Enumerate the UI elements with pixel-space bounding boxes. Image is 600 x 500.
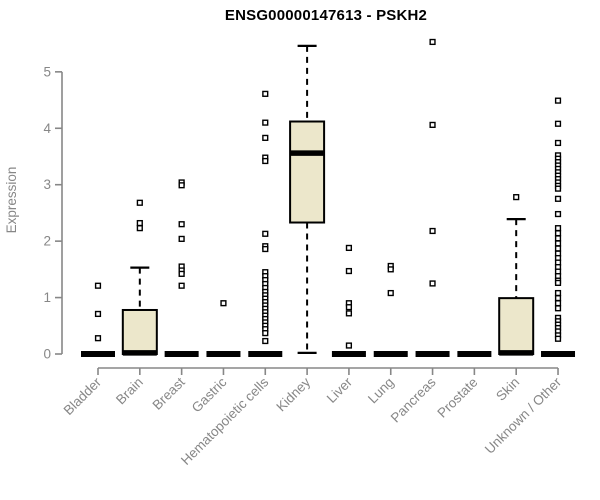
outlier-point — [345, 310, 353, 317]
median-line — [499, 350, 534, 356]
boxplot-prostate — [457, 351, 492, 357]
outlier-point — [178, 221, 185, 228]
outlier-point — [554, 300, 562, 307]
outlier-point — [387, 289, 394, 297]
x-tick-label: Liver — [324, 374, 356, 406]
median-line — [415, 351, 450, 357]
outlier-point — [429, 38, 436, 46]
outlier-point — [94, 282, 102, 289]
outlier-point — [429, 121, 436, 128]
outlier-point — [554, 225, 562, 232]
y-tick-label: 3 — [43, 177, 51, 192]
median-line — [248, 351, 283, 357]
y-tick-label: 0 — [43, 347, 51, 362]
outlier-point — [554, 230, 562, 237]
median-line — [331, 351, 366, 357]
outlier-point — [345, 342, 353, 349]
box — [498, 297, 535, 356]
boxplot-hematopoietic-cells — [248, 90, 283, 357]
outlier-point — [94, 335, 102, 342]
outlier-point — [262, 134, 269, 141]
median-line — [541, 351, 576, 357]
outlier-point — [262, 330, 269, 337]
outlier-point — [429, 227, 436, 235]
x-tick-label: Brain — [113, 375, 146, 408]
x-tick-label: Bladder — [61, 374, 105, 418]
x-tick-label: Pancreas — [388, 374, 439, 425]
outlier-point — [387, 266, 394, 273]
boxplot-unknown-other — [541, 97, 576, 357]
boxplot-lung — [373, 262, 408, 357]
outlier-point — [94, 310, 102, 318]
x-tick-label: Prostate — [434, 375, 480, 421]
outlier-point — [262, 119, 269, 126]
median-line — [457, 351, 492, 357]
box — [121, 308, 158, 355]
outlier-point — [513, 194, 520, 201]
outlier-point — [262, 157, 269, 165]
outlier-point — [178, 270, 185, 277]
median-line — [373, 351, 408, 357]
median-line — [206, 351, 241, 357]
boxplot-breast — [164, 179, 199, 357]
x-tick-label: Gastric — [189, 374, 230, 415]
outlier-point — [178, 235, 185, 242]
boxplot-kidney — [289, 44, 326, 354]
y-axis-title: Expression — [4, 167, 19, 234]
outlier-point — [554, 97, 562, 104]
x-tick-label: Lung — [365, 375, 397, 407]
outlier-point — [554, 139, 562, 147]
outlier-point — [136, 219, 143, 227]
outlier-point — [554, 305, 562, 312]
boxplot-brain — [121, 199, 158, 356]
boxplot-bladder — [81, 282, 115, 357]
box — [289, 120, 326, 224]
outlier-point — [262, 230, 269, 237]
y-axis: 0 1 2 3 4 5 Expression — [4, 64, 63, 362]
outlier-point — [554, 289, 562, 297]
boxplot-liver — [331, 244, 366, 357]
outlier-point — [554, 195, 562, 202]
outlier-point — [345, 267, 353, 275]
median-line — [81, 351, 115, 357]
x-tick-label: Unknown / Other — [482, 374, 565, 457]
median-line — [164, 351, 199, 357]
y-tick-label: 5 — [43, 64, 51, 79]
outlier-point — [554, 335, 562, 342]
x-tick-label: Kidney — [273, 374, 313, 414]
boxplot-skin — [498, 194, 535, 356]
y-tick-label: 2 — [43, 234, 51, 249]
outlier-point — [429, 280, 436, 287]
outlier-point — [554, 235, 562, 242]
boxplot-gastric — [206, 300, 241, 357]
outlier-point — [554, 245, 562, 252]
outlier-point — [554, 295, 562, 302]
y-tick-label: 4 — [43, 121, 51, 136]
outlier-point — [554, 210, 562, 218]
outlier-point — [554, 120, 562, 127]
outlier-point — [178, 182, 185, 189]
median-line — [122, 350, 157, 356]
boxplot-pancreas — [415, 38, 450, 357]
outlier-point — [345, 244, 353, 252]
outlier-point — [554, 279, 562, 286]
median-line — [290, 150, 325, 156]
x-tick-label: Breast — [150, 374, 188, 412]
y-tick-label: 1 — [43, 290, 51, 305]
outlier-point — [554, 185, 562, 192]
outlier-point — [262, 337, 269, 345]
chart-title: ENSG00000147613 - PSKH2 — [224, 7, 428, 24]
outlier-point — [136, 225, 143, 232]
outlier-point — [345, 304, 353, 311]
outlier-point — [220, 300, 227, 307]
outlier-point — [554, 240, 562, 247]
outlier-point — [178, 282, 185, 289]
x-tick-label: Skin — [493, 375, 522, 404]
outlier-point — [262, 245, 269, 253]
outlier-point — [262, 90, 269, 97]
outlier-point — [136, 199, 143, 206]
